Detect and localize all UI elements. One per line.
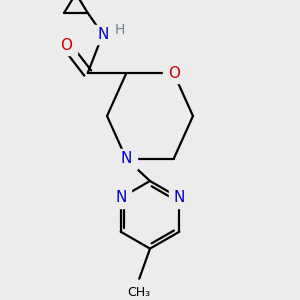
Polygon shape: [169, 188, 190, 208]
Polygon shape: [110, 188, 131, 208]
Text: N: N: [97, 27, 108, 42]
Polygon shape: [163, 63, 184, 83]
Text: H: H: [115, 23, 125, 37]
Text: O: O: [168, 65, 180, 80]
Polygon shape: [89, 25, 117, 44]
Polygon shape: [116, 149, 137, 169]
Text: N: N: [174, 190, 185, 206]
Text: CH₃: CH₃: [128, 286, 151, 299]
Text: N: N: [115, 190, 126, 206]
Text: N: N: [121, 152, 132, 166]
Polygon shape: [56, 35, 77, 55]
Text: O: O: [60, 38, 72, 52]
